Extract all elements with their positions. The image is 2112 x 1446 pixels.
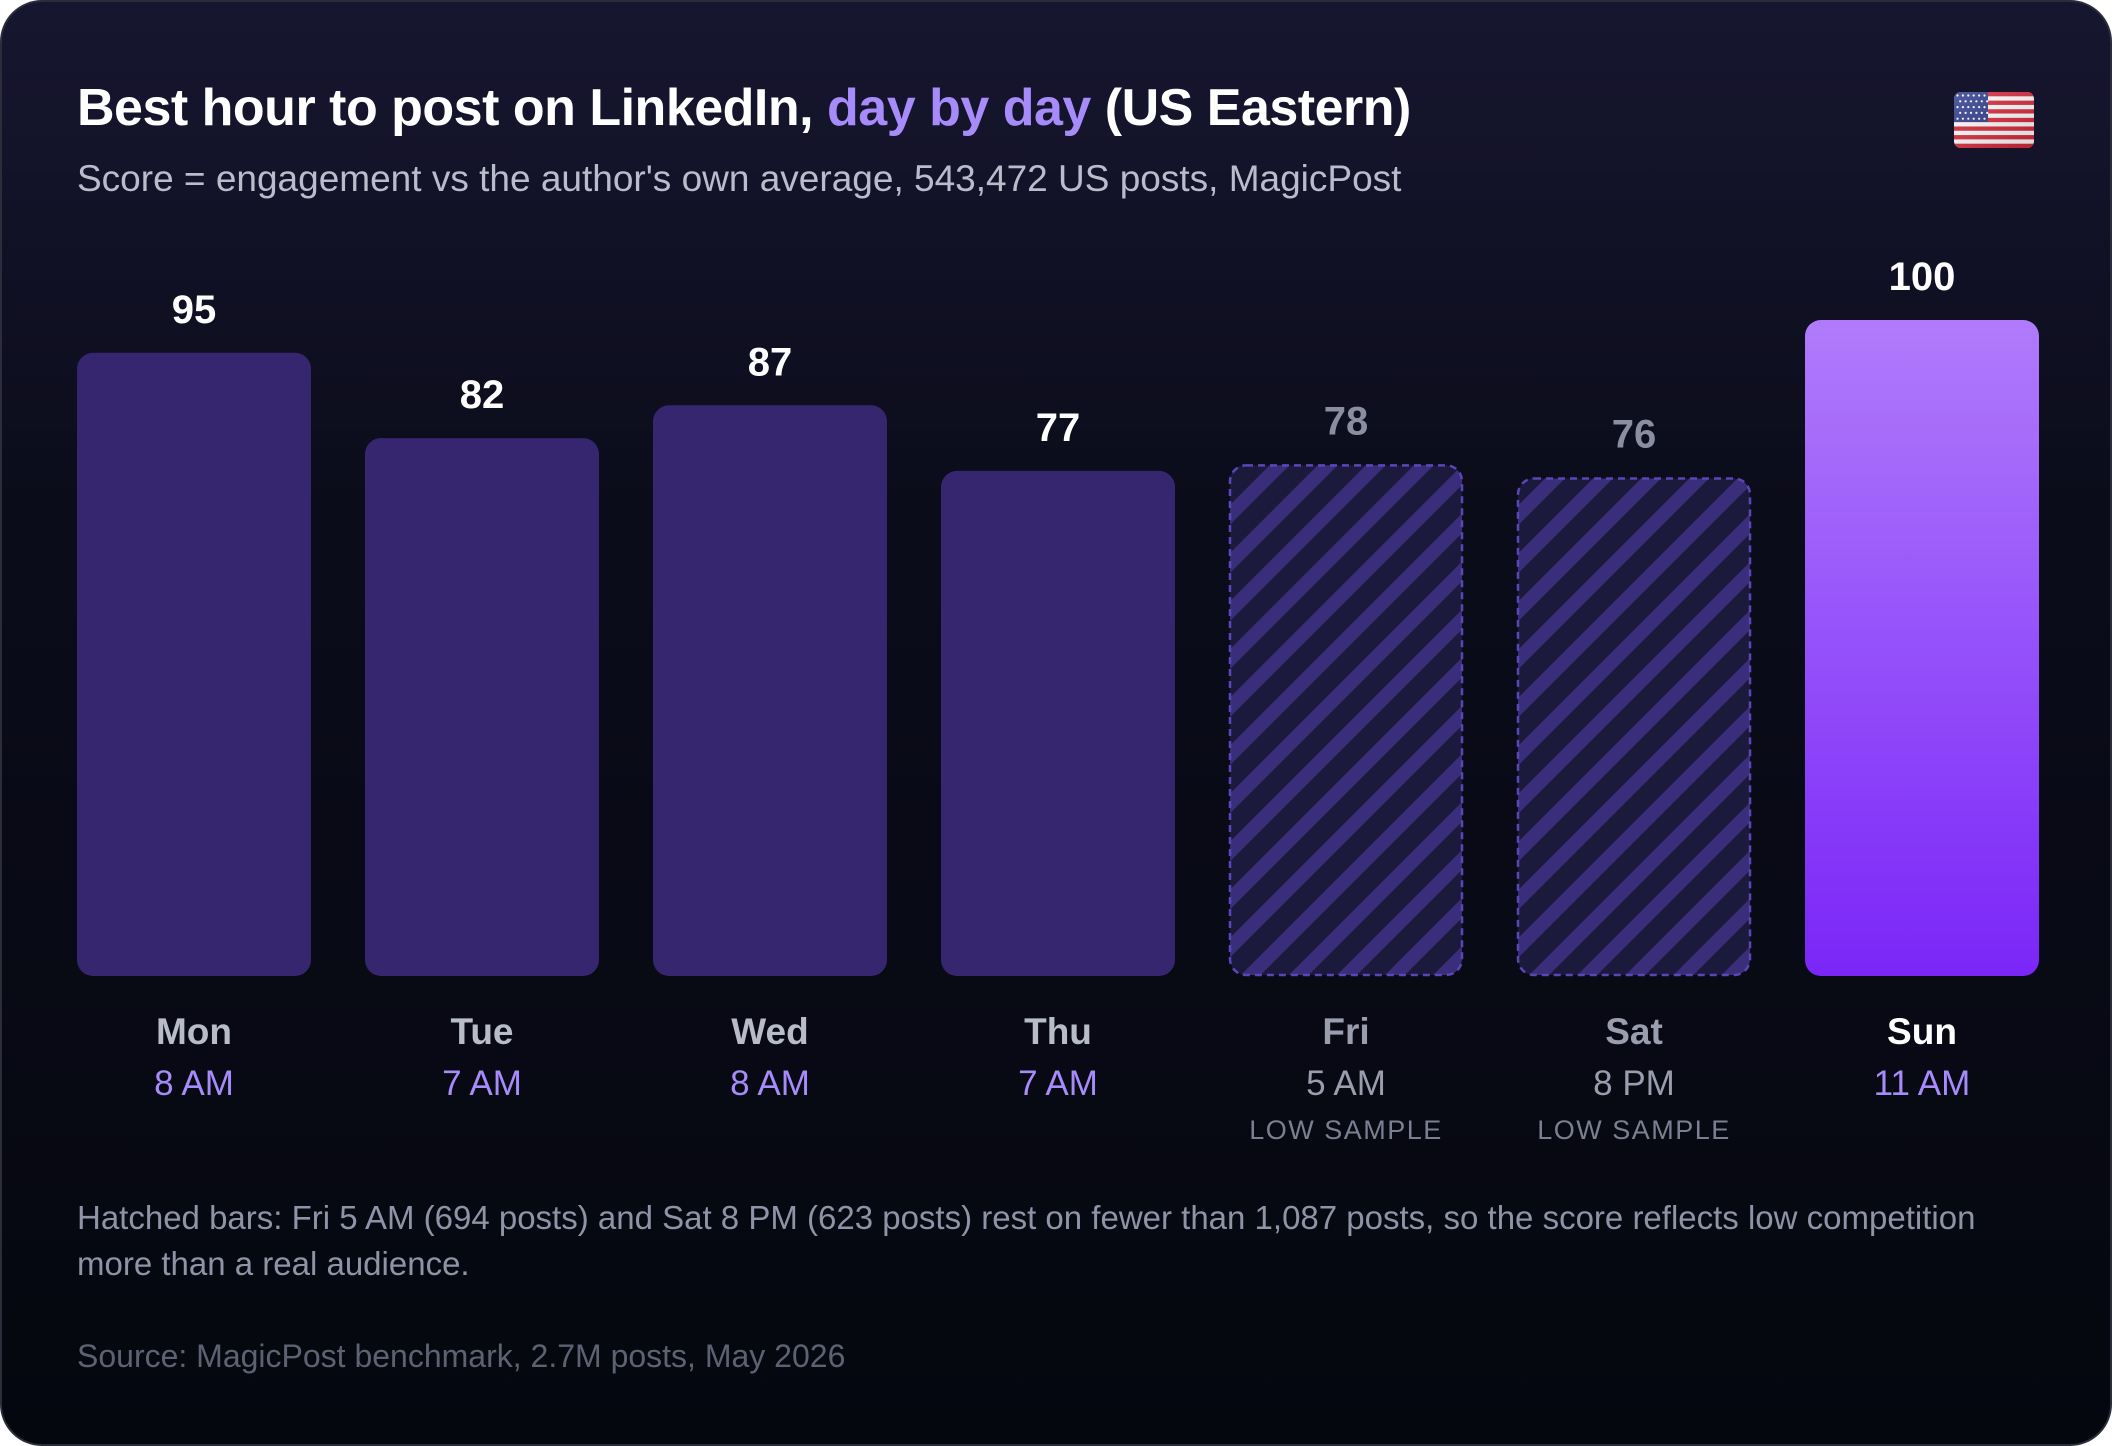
day-label-mon: Mon — [156, 1011, 232, 1052]
hour-label-wed: 8 AM — [730, 1064, 810, 1103]
value-label-fri: 78 — [1324, 399, 1369, 443]
chart-subtitle: Score = engagement vs the author's own a… — [77, 158, 1402, 199]
bar-tue — [365, 438, 599, 977]
chart-title: Best hour to post on LinkedIn, day by da… — [77, 78, 1411, 138]
value-label-mon: 95 — [172, 288, 217, 332]
hour-label-mon: 8 AM — [154, 1064, 234, 1103]
hour-label-tue: 7 AM — [442, 1064, 522, 1103]
bar-thu — [941, 470, 1175, 976]
hatched-bars-note: Hatched bars: Fri 5 AM (694 posts) and S… — [77, 1199, 1976, 1282]
day-label-fri: Fri — [1322, 1011, 1369, 1052]
title-suffix: (US Eastern) — [1090, 79, 1412, 137]
value-label-wed: 87 — [748, 340, 793, 384]
bar-chart: 95 Mon 8 AM 82 Tue 7 AM 87 Wed 8 AM 77 Thu 7 AM 78 Fr… — [77, 255, 2039, 1145]
bar-sat — [1516, 477, 1752, 977]
bar-sun — [1805, 320, 2039, 976]
day-label-wed: Wed — [731, 1011, 808, 1052]
day-label-sat: Sat — [1605, 1011, 1663, 1052]
value-label-tue: 82 — [460, 373, 505, 417]
title-highlight: day by day — [827, 79, 1091, 137]
bar-mon — [77, 352, 311, 976]
hour-label-sun: 11 AM — [1874, 1064, 1971, 1103]
hour-label-sat: 8 PM — [1593, 1064, 1675, 1103]
bar-wed — [653, 405, 887, 976]
source-line: Source: MagicPost benchmark, 2.7M posts,… — [77, 1338, 846, 1374]
hour-label-fri: 5 AM — [1306, 1064, 1386, 1103]
day-label-tue: Tue — [450, 1011, 513, 1052]
value-label-sat: 76 — [1612, 412, 1657, 456]
value-label-thu: 77 — [1036, 406, 1081, 450]
value-label-sun: 100 — [1889, 255, 1956, 299]
hour-label-thu: 7 AM — [1018, 1064, 1098, 1103]
low-sample-label-fri: LOW SAMPLE — [1249, 1115, 1443, 1145]
day-label-thu: Thu — [1024, 1011, 1092, 1052]
title-prefix: Best hour to post on LinkedIn, — [77, 79, 828, 137]
bar-fri — [1228, 464, 1464, 977]
us-flag-icon — [1954, 92, 2034, 148]
day-label-sun: Sun — [1887, 1011, 1957, 1052]
low-sample-label-sat: LOW SAMPLE — [1537, 1115, 1731, 1145]
